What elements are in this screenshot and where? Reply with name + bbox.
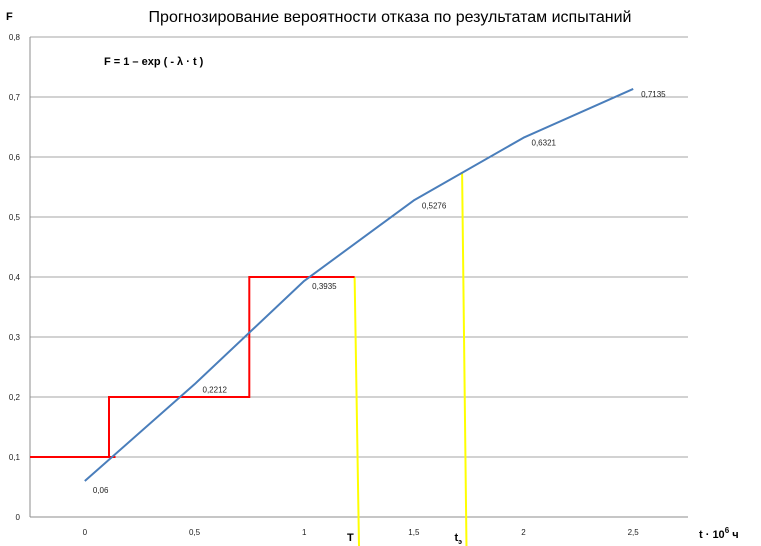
- x-tick-label-3: 1,5: [408, 528, 420, 537]
- y-tick-labels: 0 0,1 0,2 0,3 0,4 0,5 0,6 0,7 0,8: [9, 33, 21, 522]
- chart-title: Прогнозирование вероятности отказа по ре…: [149, 9, 632, 26]
- x-tick-label-5: 2,5: [628, 528, 640, 537]
- formula-annotation: F = 1 – exp ( - λ · t ): [104, 56, 204, 68]
- marker-label-text-0: T: [347, 532, 354, 544]
- gridlines: [29, 36, 688, 518]
- data-label-2: 0,3935: [312, 282, 337, 291]
- y-tick-label-6: 0,6: [9, 153, 21, 162]
- x-tick-labels: 0 0,5 1 1,5 2 2,5: [83, 528, 640, 537]
- y-tick-label-7: 0,7: [9, 93, 21, 102]
- vertical-marker-0: [353, 276, 360, 546]
- marker-label-0: T: [347, 532, 354, 544]
- data-label-3: 0,5276: [422, 201, 447, 210]
- x-tick-label-2: 1: [302, 528, 307, 537]
- x-tick-label-1: 0,5: [189, 528, 201, 537]
- y-tick-label-4: 0,4: [9, 273, 21, 282]
- x-tick-label-0: 0: [83, 528, 88, 537]
- y-axis-label: F: [6, 11, 13, 23]
- x-axis-label-text: t · 10: [699, 529, 725, 541]
- data-label-5: 0,7135: [641, 90, 666, 99]
- step-line-group: [30, 276, 355, 458]
- marker-label-sub-1: э: [458, 539, 462, 546]
- x-axis-label: t · 106 ч: [699, 526, 739, 541]
- x-axis-label-unit: ч: [729, 529, 738, 541]
- y-tick-label-1: 0,1: [9, 453, 21, 462]
- y-tick-label-0: 0: [16, 513, 21, 522]
- vertical-markers: [353, 171, 468, 546]
- y-tick-label-5: 0,5: [9, 213, 21, 222]
- data-label-0: 0,06: [93, 486, 109, 495]
- data-label-4: 0,6321: [532, 139, 557, 148]
- x-tick-label-4: 2: [521, 528, 526, 537]
- vertical-marker-1: [461, 171, 468, 546]
- data-labels: 0,06 0,2212 0,3935 0,5276 0,6321 0,7135: [93, 90, 666, 495]
- step-line: [30, 276, 355, 458]
- y-tick-label-3: 0,3: [9, 333, 21, 342]
- y-tick-label-8: 0,8: [9, 33, 21, 42]
- data-label-1: 0,2212: [203, 385, 228, 394]
- marker-label-text-1: t: [454, 532, 458, 544]
- x-axis-label-exponent: 6: [725, 526, 730, 535]
- series-line-0: [84, 87, 634, 482]
- marker-label-1: tэ: [454, 532, 462, 546]
- y-tick-label-2: 0,2: [9, 393, 21, 402]
- series-group: [84, 87, 634, 482]
